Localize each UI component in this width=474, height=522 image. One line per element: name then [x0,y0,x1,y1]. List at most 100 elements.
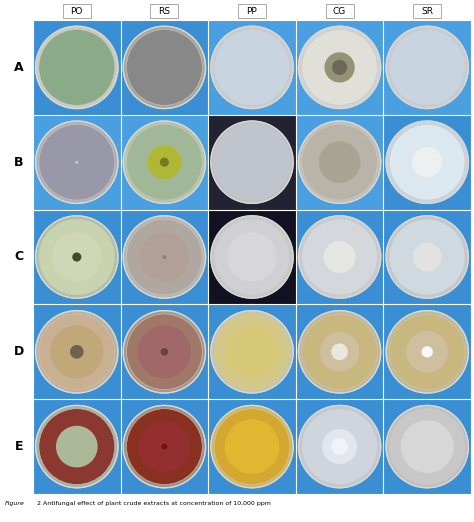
Bar [120,304,208,399]
FancyBboxPatch shape [413,4,441,18]
Circle shape [147,145,182,179]
Circle shape [302,219,377,295]
Bar [208,20,296,115]
Circle shape [389,124,465,200]
Circle shape [389,314,465,390]
Circle shape [320,332,359,372]
Circle shape [211,406,293,488]
Circle shape [56,426,98,467]
Text: 2 Antifungal effect of plant crude extracts at concentration of 10,000 ppm: 2 Antifungal effect of plant crude extra… [37,501,271,505]
Circle shape [127,409,202,484]
Circle shape [161,348,168,355]
Circle shape [389,409,465,484]
Circle shape [39,219,115,295]
Text: A: A [14,61,24,74]
Circle shape [39,314,115,390]
Circle shape [163,255,166,259]
Circle shape [322,429,357,464]
Bar [120,399,208,494]
Bar [33,399,120,494]
Circle shape [36,121,118,204]
Circle shape [123,216,206,298]
Circle shape [324,241,356,273]
Bar [208,399,296,494]
Circle shape [386,26,468,109]
Circle shape [211,216,293,298]
Circle shape [331,343,348,360]
Bar [296,304,383,399]
Circle shape [386,216,468,298]
Circle shape [127,30,202,105]
Circle shape [39,409,115,484]
Circle shape [302,124,377,200]
Bar [383,115,471,210]
FancyBboxPatch shape [63,4,91,18]
Circle shape [36,406,118,488]
Circle shape [299,216,381,298]
Circle shape [302,314,377,390]
Text: C: C [14,251,24,264]
Circle shape [389,30,465,105]
Circle shape [421,346,433,358]
Circle shape [386,121,468,204]
Circle shape [386,311,468,393]
Circle shape [36,26,118,109]
Circle shape [39,30,115,105]
Circle shape [72,253,82,262]
Circle shape [123,311,206,393]
Circle shape [52,232,101,282]
Circle shape [225,419,279,474]
Text: B: B [14,156,24,169]
Bar [33,115,120,210]
Circle shape [389,219,465,295]
Circle shape [123,26,206,109]
Circle shape [299,26,381,109]
Circle shape [412,147,442,177]
Text: E: E [15,440,23,453]
Circle shape [211,26,293,109]
Circle shape [413,243,442,271]
Circle shape [138,421,190,472]
Bar [120,115,208,210]
Circle shape [401,420,454,473]
Bar [383,20,471,115]
Circle shape [214,30,290,105]
Circle shape [211,311,293,393]
Text: Figure: Figure [5,501,25,505]
Circle shape [228,232,277,282]
Circle shape [123,406,206,488]
Circle shape [75,161,78,164]
Circle shape [140,232,189,282]
Circle shape [214,124,290,200]
FancyBboxPatch shape [326,4,354,18]
Circle shape [127,219,202,295]
Circle shape [39,124,115,200]
Bar [120,210,208,304]
Bar [296,20,383,115]
Bar [33,210,120,304]
FancyBboxPatch shape [238,4,266,18]
Text: D: D [14,345,24,358]
Circle shape [302,30,377,105]
Circle shape [70,345,83,359]
Circle shape [36,311,118,393]
Circle shape [214,314,290,390]
Text: SR: SR [421,6,433,16]
FancyBboxPatch shape [150,4,178,18]
Circle shape [50,325,103,378]
Circle shape [319,141,360,183]
Circle shape [214,219,290,295]
Bar [208,115,296,210]
Circle shape [123,121,206,204]
Circle shape [406,331,448,373]
Circle shape [161,444,167,449]
Bar [120,20,208,115]
Circle shape [299,311,381,393]
Bar [33,304,120,399]
Circle shape [386,406,468,488]
Text: PP: PP [246,6,257,16]
Bar [33,20,120,115]
Circle shape [299,121,381,204]
Bar [208,304,296,399]
Circle shape [324,52,355,82]
